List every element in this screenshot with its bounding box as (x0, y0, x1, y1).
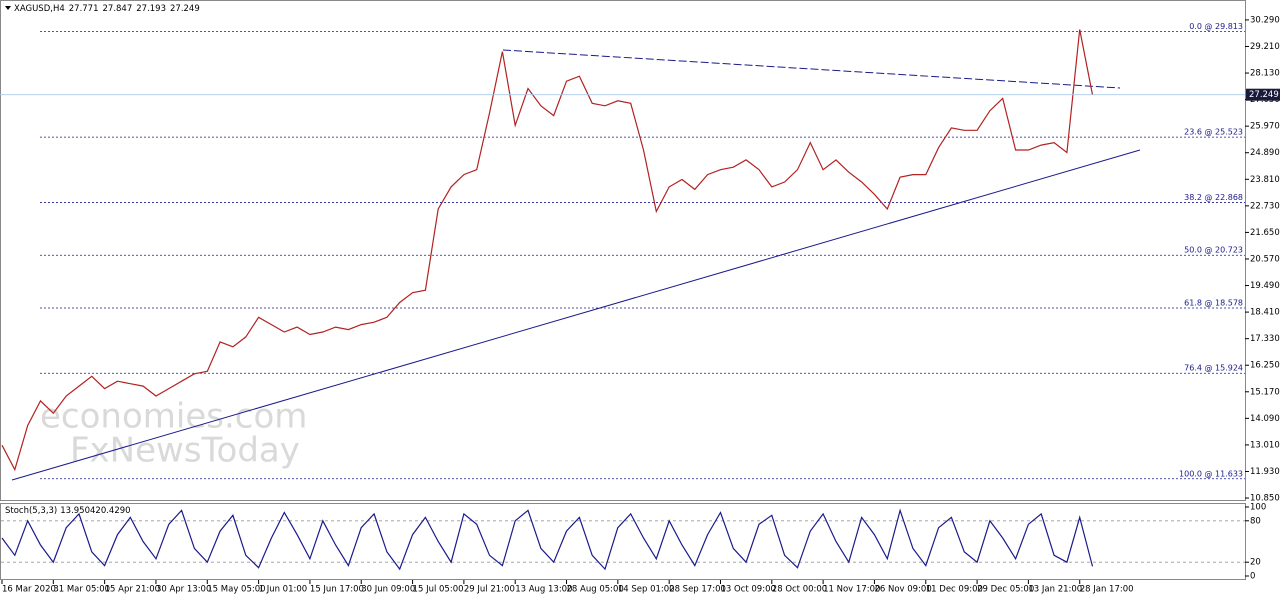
level-label: 61.8 @ 18.578 (1184, 298, 1243, 307)
x-tick-label: 28 Jan 17:00 (1080, 585, 1134, 595)
y-tick-label: 23.810 (1250, 175, 1280, 185)
close: 27.249 (170, 4, 200, 14)
price-line (1, 29, 1094, 472)
watermark-text: FxNewsToday (70, 431, 300, 471)
high: 27.847 (103, 4, 133, 14)
x-tick-label: 30 Apr 13:00 (156, 585, 211, 595)
chart-header: XAGUSD,H4 27.771 27.847 27.193 27.249 (14, 4, 200, 14)
y-tick-label: 16.250 (1250, 361, 1280, 371)
stoch-main: 13.9504 (60, 506, 95, 516)
y-tick-label: 10.850 (1250, 494, 1280, 504)
y-tick-label: 13.010 (1250, 440, 1280, 450)
x-tick-label: 15 Jun 17:00 (310, 585, 364, 595)
last-price-label: 27.249 (1249, 90, 1279, 100)
resistance-trendline (502, 49, 1121, 89)
y-tick-label: 29.210 (1250, 42, 1280, 52)
x-tick-label: 14 Sep 01:00 (618, 585, 675, 595)
y-tick-label: 25.970 (1250, 122, 1280, 132)
stoch-frame (0, 503, 1246, 580)
y-tick-label: 15.170 (1250, 387, 1280, 397)
y-tick-label: 19.490 (1250, 281, 1280, 291)
x-tick-label: 31 Mar 05:00 (53, 585, 110, 595)
y-tick-label: 11.930 (1250, 467, 1280, 477)
x-tick-label: 15 Jul 05:00 (413, 585, 464, 595)
level-label: 50.0 @ 20.723 (1184, 246, 1243, 255)
stoch-header: Stoch(5,3,3) 13.950420.4290 (5, 506, 131, 516)
x-tick-label: 15 May 05:00 (207, 585, 265, 595)
y-tick-label: 100 (1250, 503, 1266, 513)
support-trendline (11, 149, 1141, 481)
level-label: 38.2 @ 22.868 (1184, 193, 1243, 202)
y-tick-label: 21.650 (1250, 228, 1280, 238)
stoch-line (1, 508, 1094, 571)
x-tick-label: 11 Dec 09:00 (926, 585, 983, 595)
stoch-title: Stoch(5,3,3) (5, 506, 57, 516)
x-tick-label: 29 Dec 05:00 (977, 585, 1034, 595)
x-tick-label: 15 Apr 21:00 (105, 585, 160, 595)
x-tick-label: 28 Oct 00:00 (772, 585, 827, 595)
y-tick-label: 24.890 (1250, 148, 1280, 158)
x-tick-label: 29 Jul 21:00 (464, 585, 515, 595)
x-tick-label: 28 Sep 17:00 (669, 585, 726, 595)
y-tick-label: 20.570 (1250, 254, 1280, 264)
x-tick-label: 13 Jan 21:00 (1028, 585, 1082, 595)
y-tick-label: 80 (1250, 516, 1261, 526)
y-tick-label: 0 (1250, 572, 1255, 582)
x-tick-label: 13 Oct 09:00 (720, 585, 775, 595)
open: 27.771 (69, 4, 99, 14)
x-tick-label: 28 Aug 05:00 (567, 585, 624, 595)
stoch-signal: 20.4290 (95, 506, 130, 516)
x-tick-label: 26 Nov 09:00 (874, 585, 931, 595)
y-tick-label: 17.330 (1250, 334, 1280, 344)
x-tick-label: 16 Mar 2020 (2, 585, 56, 595)
main-frame (0, 0, 1246, 501)
x-tick-label: 1 Jun 01:00 (259, 585, 308, 595)
level-label: 23.6 @ 25.523 (1184, 128, 1243, 137)
last-price-box (1246, 88, 1280, 101)
symbol: XAGUSD,H4 (14, 4, 65, 14)
x-tick-label: 13 Aug 13:00 (515, 585, 572, 595)
collapse-icon (5, 6, 11, 10)
watermark: economies.com FxNewsToday (40, 397, 307, 471)
y-tick-label: 22.730 (1250, 201, 1280, 211)
y-tick-label: 28.130 (1250, 69, 1280, 79)
level-label: 100.0 @ 11.633 (1179, 469, 1243, 478)
low: 27.193 (136, 4, 166, 14)
level-label: 76.4 @ 15.924 (1184, 364, 1243, 373)
y-tick-label: 30.290 (1250, 15, 1280, 25)
y-tick-label: 20 (1250, 558, 1261, 568)
watermark-text: economies.com (40, 397, 307, 437)
level-label: 0.0 @ 29.813 (1189, 22, 1243, 31)
x-tick-label: 11 Nov 17:00 (823, 585, 880, 595)
x-tick-label: 30 Jun 09:00 (361, 585, 415, 595)
y-tick-label: 18.410 (1250, 308, 1280, 318)
y-tick-label: 14.090 (1250, 414, 1280, 424)
